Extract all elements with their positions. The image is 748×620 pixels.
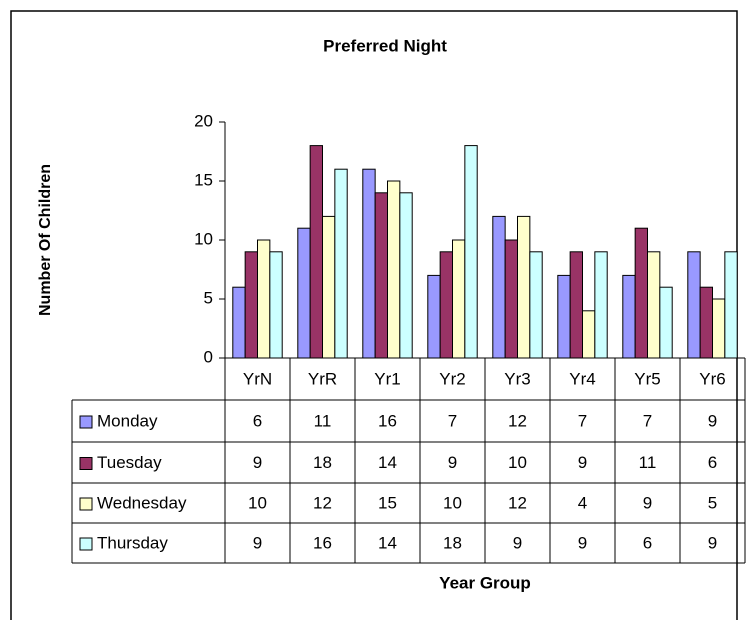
y-tick-label: 20 bbox=[194, 111, 213, 130]
x-tick-label: Yr1 bbox=[374, 369, 400, 388]
table-value: 15 bbox=[378, 493, 397, 512]
bar bbox=[529, 251, 543, 359]
x-tick-label: Yr2 bbox=[439, 369, 465, 388]
y-tick-label: 0 bbox=[204, 347, 213, 366]
bar bbox=[387, 180, 401, 359]
table-value: 6 bbox=[253, 411, 262, 430]
table-value: 16 bbox=[313, 533, 332, 552]
table-value: 5 bbox=[708, 493, 717, 512]
legend-key bbox=[79, 457, 93, 470]
table-value: 10 bbox=[443, 493, 462, 512]
bar bbox=[687, 251, 701, 359]
bar bbox=[427, 274, 441, 359]
legend-key bbox=[79, 537, 93, 551]
bar bbox=[374, 192, 388, 359]
bar bbox=[399, 192, 413, 359]
table-value: 14 bbox=[378, 453, 397, 472]
bar bbox=[594, 251, 608, 359]
table-value: 10 bbox=[248, 493, 267, 512]
bar bbox=[492, 215, 506, 359]
bar bbox=[622, 274, 636, 359]
bar bbox=[634, 227, 649, 359]
table-value: 9 bbox=[643, 493, 652, 512]
legend-label: Monday bbox=[97, 411, 158, 430]
x-axis-label: Year Group bbox=[439, 573, 531, 592]
table-value: 14 bbox=[378, 533, 397, 552]
table-value: 11 bbox=[639, 453, 657, 472]
table-value: 11 bbox=[314, 411, 332, 430]
bar bbox=[569, 251, 584, 359]
legend-label: Thursday bbox=[97, 533, 168, 552]
x-tick-label: YrN bbox=[243, 369, 272, 388]
table-value: 6 bbox=[643, 533, 652, 552]
table-value: 9 bbox=[578, 453, 587, 472]
y-tick-label: 5 bbox=[204, 288, 213, 307]
y-tick-label: 10 bbox=[194, 229, 213, 248]
table-value: 6 bbox=[708, 453, 717, 472]
table-value: 10 bbox=[508, 453, 527, 472]
bar bbox=[232, 286, 246, 359]
bar bbox=[334, 168, 348, 359]
table-value: 9 bbox=[448, 453, 457, 472]
bar bbox=[504, 239, 518, 359]
table-value: 7 bbox=[643, 411, 652, 430]
bar bbox=[582, 310, 596, 359]
table-value: 9 bbox=[253, 453, 262, 472]
bar bbox=[322, 215, 336, 359]
table-value: 9 bbox=[578, 533, 587, 552]
bar bbox=[269, 251, 283, 359]
table-value: 7 bbox=[578, 411, 587, 430]
bar bbox=[464, 145, 478, 359]
table-value: 4 bbox=[578, 493, 587, 512]
table-value: 9 bbox=[513, 533, 522, 552]
x-tick-label: Yr5 bbox=[634, 369, 660, 388]
bar bbox=[439, 251, 453, 359]
bar bbox=[557, 274, 571, 359]
table-value: 12 bbox=[508, 411, 527, 430]
bar bbox=[659, 286, 673, 359]
bar bbox=[309, 145, 323, 359]
table-value: 12 bbox=[313, 493, 332, 512]
x-tick-label: Yr4 bbox=[569, 369, 595, 388]
bar bbox=[699, 286, 714, 359]
bar bbox=[517, 215, 531, 359]
y-tick-label: 15 bbox=[194, 170, 213, 189]
table-value: 9 bbox=[708, 533, 717, 552]
table-value: 16 bbox=[378, 411, 397, 430]
bar bbox=[297, 227, 311, 359]
table-value: 18 bbox=[313, 453, 332, 472]
y-axis-label: Number Of Children bbox=[37, 164, 54, 316]
table-value: 9 bbox=[253, 533, 262, 552]
table-value: 9 bbox=[708, 411, 717, 430]
bar bbox=[647, 251, 661, 359]
bar bbox=[257, 239, 271, 359]
x-tick-label: Yr3 bbox=[504, 369, 530, 388]
table-value: 18 bbox=[443, 533, 462, 552]
bar bbox=[362, 168, 376, 359]
table-value: 12 bbox=[508, 493, 527, 512]
chart-title: Preferred Night bbox=[323, 36, 447, 55]
legend-label: Wednesday bbox=[97, 493, 187, 512]
bar bbox=[712, 298, 726, 359]
bar bbox=[724, 251, 738, 359]
x-tick-label: YrR bbox=[308, 369, 337, 388]
bar bbox=[452, 239, 466, 359]
x-tick-label: Yr6 bbox=[699, 369, 725, 388]
table-value: 7 bbox=[448, 411, 457, 430]
bar bbox=[244, 251, 258, 359]
legend-key bbox=[79, 497, 93, 511]
legend-label: Tuesday bbox=[97, 453, 162, 472]
legend-key bbox=[79, 415, 93, 429]
